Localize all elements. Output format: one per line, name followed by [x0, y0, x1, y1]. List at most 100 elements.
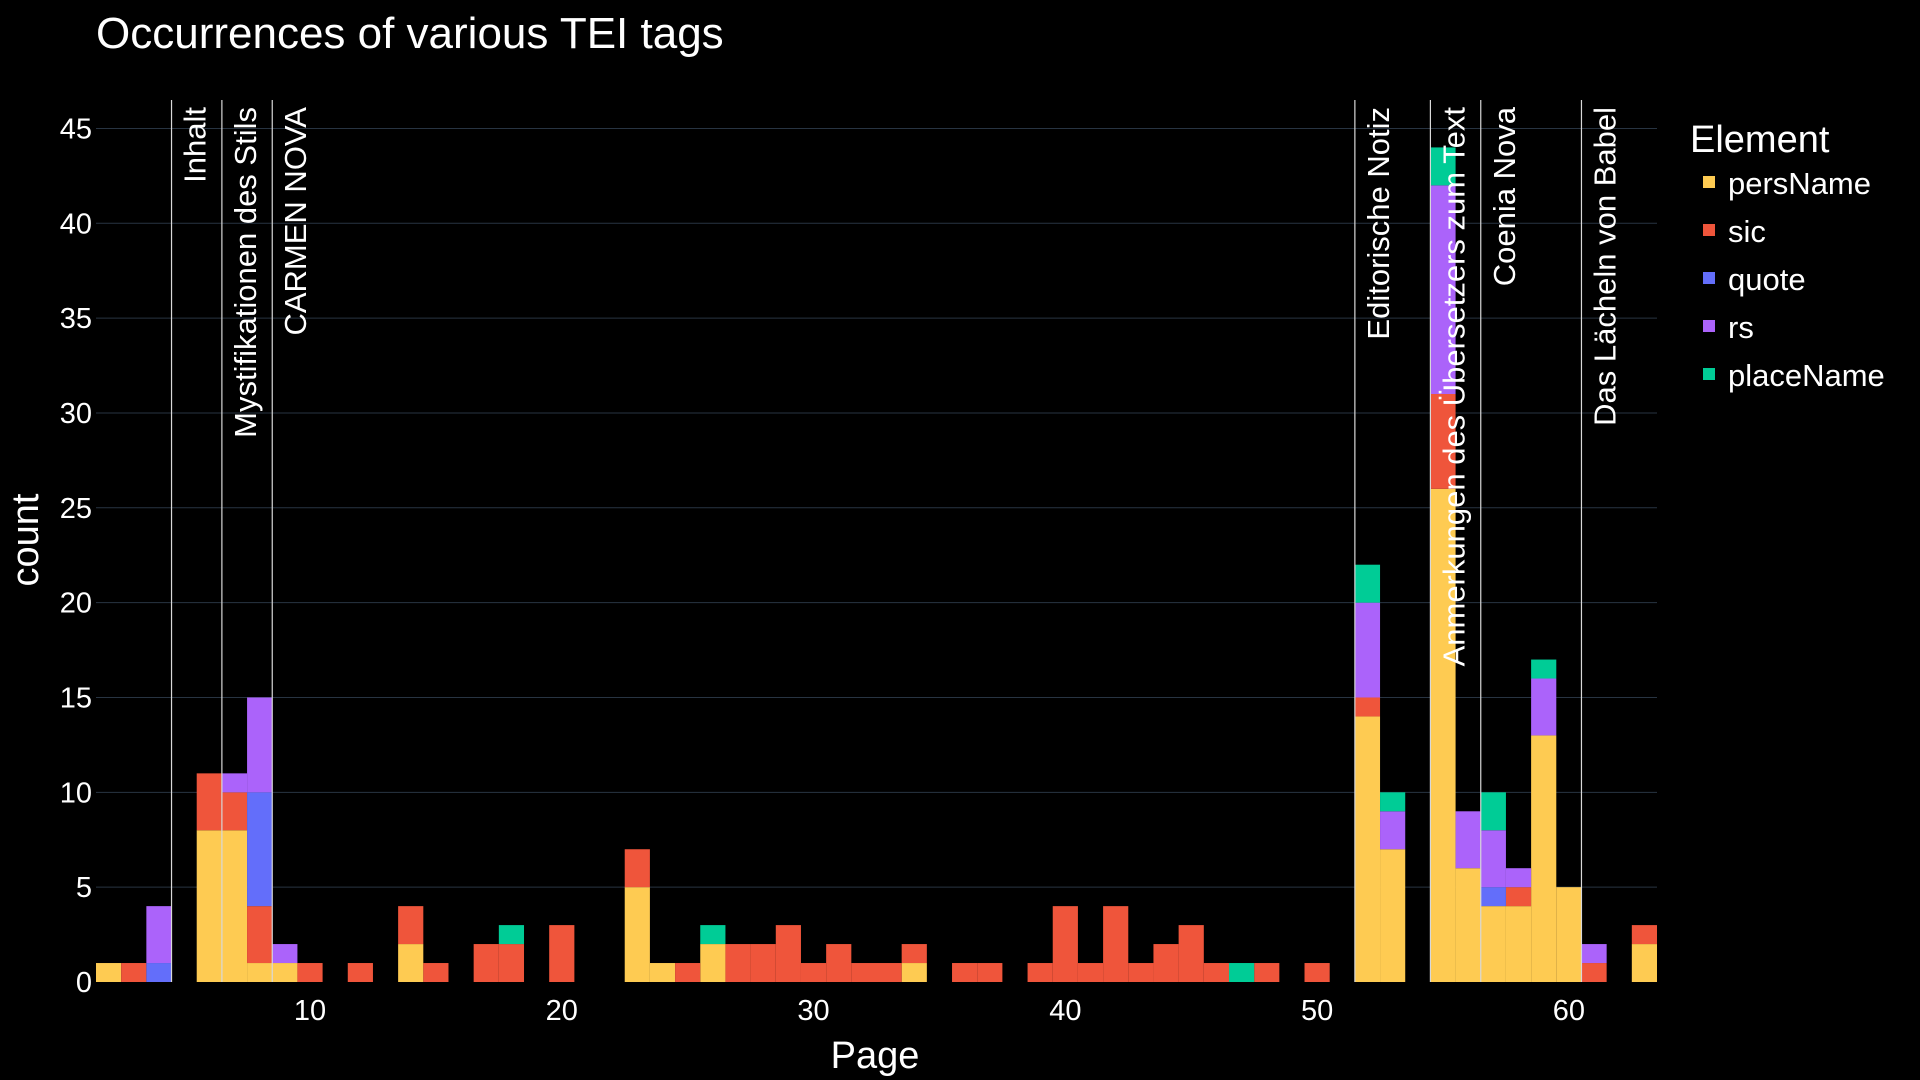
- bar-persname-page-57: [1480, 906, 1506, 982]
- legend-swatch-quote[interactable]: [1703, 272, 1715, 284]
- legend: Element persName sic quote rs placeName: [1690, 119, 1885, 393]
- bar-sic-page-7: [221, 792, 248, 831]
- bar-persname-page-24: [649, 963, 676, 982]
- bar-persname-page-34: [901, 963, 927, 982]
- legend-label-persname[interactable]: persName: [1728, 166, 1871, 201]
- legend-label-rs[interactable]: rs: [1728, 310, 1754, 345]
- bar-persname-page-60: [1556, 887, 1582, 982]
- bar-persname-page-59: [1531, 735, 1557, 982]
- bar-placename-page-55: [1430, 147, 1456, 186]
- bar-sic-page-45: [1178, 925, 1204, 982]
- section-marker-label: Editorische Notiz: [1361, 107, 1396, 340]
- y-axis-ticks: 0 5 10 15 20 25 30 35 40 45: [60, 113, 92, 999]
- y-axis-label: count: [5, 493, 47, 586]
- bar-placename-page-52: [1354, 564, 1381, 603]
- bar-sic-page-32: [851, 963, 877, 982]
- bar-persname-page-26: [700, 944, 726, 982]
- section-marker-label: CARMEN NOVA: [278, 107, 313, 336]
- legend-swatch-rs[interactable]: [1703, 320, 1715, 332]
- bar-rs-page-9: [272, 944, 298, 964]
- bar-placename-page-26: [700, 925, 726, 945]
- y-tick-label: 30: [60, 398, 92, 430]
- bar-placename-page-47: [1228, 963, 1255, 982]
- bar-sic-page-43: [1128, 963, 1154, 982]
- bar-sic-page-34: [901, 944, 927, 964]
- bar-rs-page-4: [146, 906, 172, 964]
- legend-swatch-persname[interactable]: [1703, 176, 1715, 188]
- bar-persname-page-55: [1430, 488, 1456, 982]
- bar-rs-page-8: [247, 697, 273, 793]
- bar-persname-page-2: [96, 963, 122, 982]
- bar-sic-page-61: [1581, 963, 1607, 982]
- bar-sic-page-12: [347, 963, 373, 982]
- bar-rs-page-57: [1480, 830, 1506, 888]
- bar-sic-page-36: [952, 963, 978, 982]
- y-tick-label: 40: [60, 208, 92, 240]
- bar-sic-page-8: [247, 906, 273, 964]
- bar-persname-page-63: [1631, 944, 1657, 982]
- bar-rs-page-56: [1455, 811, 1481, 869]
- legend-label-quote[interactable]: quote: [1728, 262, 1806, 297]
- section-markers: Inhalt Mystifikationen des Stils CARMEN NO…: [170, 100, 1622, 982]
- bar-sic-page-18: [498, 944, 525, 982]
- bar-sic-page-3: [121, 963, 147, 982]
- bar-rs-page-55: [1430, 185, 1456, 394]
- legend-swatch-placename[interactable]: [1703, 368, 1715, 380]
- bar-sic-page-52: [1354, 697, 1381, 717]
- bar-sic-page-30: [800, 963, 827, 982]
- bar-sic-page-31: [826, 944, 852, 982]
- bar-placename-page-59: [1531, 659, 1557, 679]
- section-marker-label: Mystifikationen des Stils: [228, 107, 263, 438]
- legend-title: Element: [1690, 119, 1830, 161]
- bar-sic-page-41: [1077, 963, 1104, 982]
- x-tick-label: 30: [797, 995, 829, 1027]
- bar-sic-page-42: [1103, 906, 1129, 982]
- bar-sic-page-44: [1153, 944, 1179, 982]
- bar-placename-page-57: [1480, 792, 1506, 831]
- bar-persname-page-58: [1505, 906, 1532, 982]
- y-tick-label: 35: [60, 303, 92, 335]
- bar-rs-page-61: [1581, 944, 1607, 964]
- y-tick-label: 0: [76, 967, 92, 999]
- bar-placename-page-53: [1380, 792, 1406, 812]
- legend-label-sic[interactable]: sic: [1728, 214, 1766, 249]
- bar-sic-page-39: [1027, 963, 1053, 982]
- bar-persname-page-53: [1380, 849, 1406, 982]
- section-marker-label: Anmerkungen des Übersetzers zum Text: [1436, 107, 1471, 667]
- x-tick-label: 10: [294, 995, 326, 1027]
- bar-placename-page-18: [498, 925, 525, 945]
- bar-rs-page-59: [1531, 678, 1557, 736]
- bar-rs-page-52: [1354, 602, 1381, 698]
- bar-quote-page-4: [146, 963, 172, 982]
- bar-sic-page-10: [297, 963, 323, 982]
- bar-persname-page-6: [196, 830, 222, 982]
- section-marker-label: Inhalt: [178, 107, 213, 183]
- bar-quote-page-57: [1480, 887, 1506, 907]
- bar-sic-page-15: [423, 963, 449, 982]
- bar-sic-page-33: [876, 963, 902, 982]
- section-marker-label: Das Lächeln von Babel: [1587, 107, 1622, 426]
- bar-sic-page-27: [725, 944, 751, 982]
- legend-swatch-sic[interactable]: [1703, 224, 1715, 236]
- x-tick-label: 50: [1301, 995, 1333, 1027]
- section-marker-label: Coenia Nova: [1487, 106, 1522, 286]
- x-tick-label: 40: [1049, 995, 1081, 1027]
- y-tick-label: 5: [76, 872, 92, 904]
- bar-sic-page-48: [1254, 963, 1280, 982]
- bar-sic-page-63: [1631, 925, 1657, 945]
- bar-rs-page-7: [221, 773, 248, 793]
- legend-label-placename[interactable]: placeName: [1728, 358, 1885, 393]
- bar-sic-page-55: [1430, 394, 1456, 489]
- bar-sic-page-50: [1304, 963, 1330, 982]
- bar-sic-page-17: [473, 944, 499, 982]
- bar-persname-page-23: [624, 887, 650, 982]
- x-axis-ticks: 10 20 30 40 50 60: [294, 995, 1585, 1027]
- x-axis-label: Page: [831, 1035, 920, 1077]
- y-tick-label: 20: [60, 588, 92, 620]
- bar-sic-page-20: [549, 925, 575, 982]
- bar-persname-page-7: [221, 830, 248, 982]
- bar-persname-page-52: [1354, 716, 1381, 982]
- bar-persname-page-9: [272, 963, 298, 982]
- y-tick-label: 15: [60, 682, 92, 714]
